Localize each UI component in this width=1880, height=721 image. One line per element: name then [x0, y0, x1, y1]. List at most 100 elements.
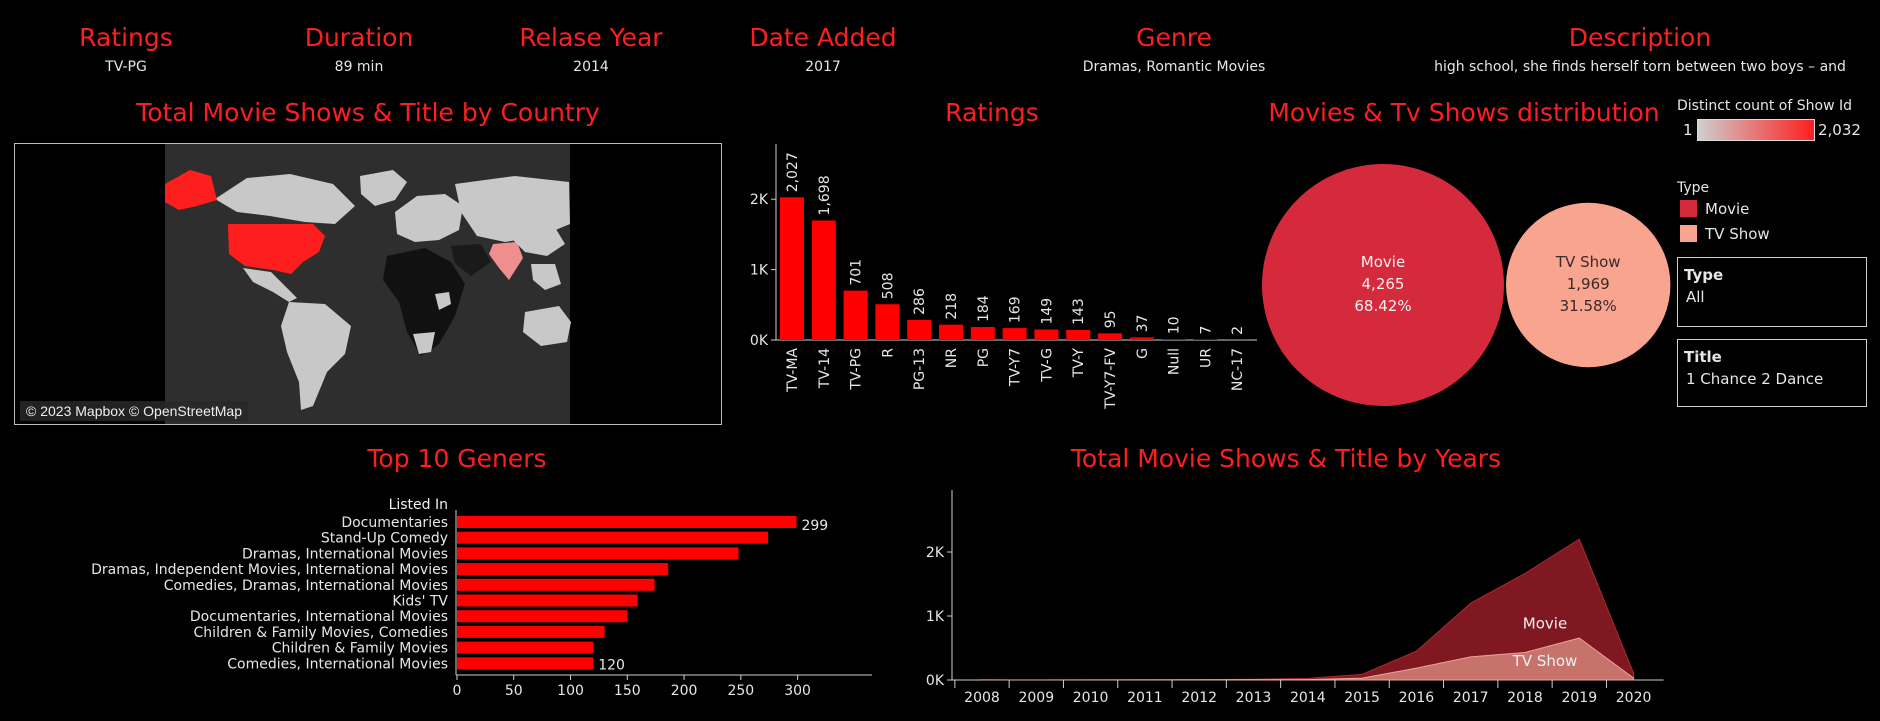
kpi-title: Date Added — [749, 23, 897, 52]
ratings-bar[interactable] — [780, 197, 804, 340]
ratings-category-label: NC-17 — [1230, 348, 1246, 391]
australia-shape — [523, 306, 571, 346]
ratings-bar[interactable] — [907, 319, 932, 340]
ratings-bar-value: 2 — [1230, 326, 1246, 335]
type-legend-tvshow[interactable]: TV Show — [1680, 225, 1770, 243]
ratings-bar[interactable] — [970, 327, 995, 340]
distribution-value: 1,969 — [1567, 275, 1610, 293]
ratings-bar[interactable] — [1034, 329, 1059, 340]
distribution-percent: 68.42% — [1354, 297, 1411, 315]
alaska-shape — [165, 170, 217, 210]
genre-label: Dramas, Independent Movies, Internationa… — [91, 562, 448, 578]
genre-bar[interactable] — [457, 657, 594, 670]
years-y-tick-label: 2K — [926, 545, 945, 561]
kpi-title: Ratings — [79, 23, 173, 52]
type-filter[interactable]: Type All — [1677, 257, 1867, 327]
count-legend-title: Distinct count of Show Id — [1677, 98, 1852, 114]
kpi-value: high school, she finds herself torn betw… — [1434, 59, 1846, 75]
ratings-bar[interactable] — [843, 290, 868, 340]
distribution-chart: Movie 4,265 68.42% TV Show 1,969 31.58% — [1262, 164, 1671, 406]
years-x-tick-label: 2014 — [1290, 690, 1326, 706]
ratings-category-label: TV-14 — [817, 348, 833, 389]
usa-shape — [228, 224, 325, 274]
type-legend-tvshow-label: TV Show — [1705, 225, 1770, 243]
distribution-value: 4,265 — [1362, 275, 1405, 293]
kpi-release-year: Relase Year 2014 — [505, 22, 677, 80]
genre-bar[interactable] — [457, 641, 594, 654]
ratings-bar[interactable] — [1161, 339, 1186, 340]
ratings-y-tick-label: 1K — [750, 263, 769, 279]
ratings-bar[interactable] — [1129, 337, 1154, 340]
title-filter[interactable]: Title 1 Chance 2 Dance — [1677, 339, 1867, 407]
ratings-category-label: TV-G — [1039, 348, 1055, 383]
ratings-bar[interactable] — [811, 220, 836, 340]
movie-swatch — [1680, 200, 1697, 217]
years-x-tick-label: 2009 — [1018, 690, 1054, 706]
middle-east-shape — [451, 244, 491, 276]
ratings-bar[interactable] — [939, 324, 963, 340]
kpi-value: Dramas, Romantic Movies — [1082, 59, 1266, 75]
ratings-y-tick-label: 2K — [750, 192, 769, 208]
years-x-tick-label: 2019 — [1561, 690, 1597, 706]
map-credit: © 2023 Mapbox © OpenStreetMap — [20, 401, 248, 421]
genre-label: Dramas, International Movies — [242, 546, 448, 562]
genre-bar[interactable] — [457, 531, 769, 544]
tvshow-area[interactable] — [981, 637, 1635, 681]
title-filter-value[interactable]: 1 Chance 2 Dance — [1686, 370, 1824, 388]
years-x-tick-label: 2020 — [1616, 690, 1652, 706]
genre-label: Comedies, International Movies — [227, 656, 448, 672]
ratings-category-label: Null — [1167, 348, 1183, 375]
years-y-tick-label: 0K — [926, 673, 945, 689]
kpi-title: Genre — [1136, 23, 1212, 52]
south-america-shape — [281, 302, 351, 410]
type-legend-title: Type — [1677, 180, 1710, 196]
ratings-category-label: TV-Y7-FV — [1103, 348, 1119, 410]
genre-label: Comedies, Dramas, International Movies — [164, 578, 448, 594]
africa-shape — [383, 248, 465, 356]
ratings-bar[interactable] — [875, 304, 900, 340]
ratings-category-label: TV-Y7 — [1008, 348, 1024, 387]
genres-x-tick-label: 100 — [557, 683, 584, 699]
type-filter-value[interactable]: All — [1686, 288, 1705, 306]
ratings-bar[interactable] — [1066, 329, 1091, 340]
genre-bar[interactable] — [457, 578, 655, 591]
ratings-bar[interactable] — [1002, 328, 1027, 340]
years-x-tick-label: 2017 — [1453, 690, 1489, 706]
ratings-bar-value: 701 — [849, 259, 865, 286]
ratings-category-label: UR — [1198, 348, 1214, 368]
genre-bar[interactable] — [457, 625, 605, 638]
ratings-bar-value: 149 — [1039, 298, 1055, 325]
ratings-bar-value: 169 — [1008, 296, 1024, 323]
genre-bar[interactable] — [457, 563, 669, 576]
years-chart: 0K 1K 2K Movie TV Show 2008 2009 2010 2011 2012 20… — [926, 490, 1664, 706]
genre-label: Documentaries, International Movies — [190, 609, 448, 625]
years-x-tick-label: 2008 — [964, 690, 1000, 706]
distribution-bubble[interactable] — [1262, 164, 1504, 406]
genre-end-label-first: 299 — [801, 518, 828, 534]
genre-bar[interactable] — [457, 594, 638, 607]
ratings-category-label: PG — [976, 348, 992, 367]
genre-bar[interactable] — [457, 610, 628, 623]
ratings-bar[interactable] — [1098, 333, 1122, 340]
kpi-description: Description high school, she finds herse… — [1400, 22, 1880, 80]
ratings-chart: 0K 1K 2K 2,027 TV-MA 1,698 TV-14 701 TV-PG 508 R 28… — [750, 144, 1257, 410]
distribution-bubble[interactable] — [1506, 202, 1671, 368]
map-title: Total Movie Shows & Title by Country — [136, 98, 600, 127]
ratings-bar-value: 508 — [880, 273, 896, 300]
genre-label: Stand-Up Comedy — [321, 531, 448, 547]
europe-shape — [395, 194, 463, 242]
country-map[interactable]: © 2023 Mapbox © OpenStreetMap — [14, 143, 722, 425]
genre-label: Children & Family Movies — [272, 641, 448, 657]
years-x-tick-label: 2011 — [1127, 690, 1163, 706]
ratings-title: Ratings — [945, 98, 1039, 127]
genre-bar[interactable] — [457, 547, 739, 560]
genre-bar[interactable] — [457, 516, 797, 528]
ratings-bar-value: 1,698 — [817, 175, 833, 215]
map-svg — [15, 144, 721, 424]
kpi-value: 89 min — [334, 59, 384, 75]
ratings-category-label: TV-PG — [849, 348, 865, 391]
title-filter-label: Title — [1684, 348, 1722, 366]
type-legend-movie[interactable]: Movie — [1680, 200, 1749, 218]
years-title: Total Movie Shows & Title by Years — [1070, 444, 1502, 473]
